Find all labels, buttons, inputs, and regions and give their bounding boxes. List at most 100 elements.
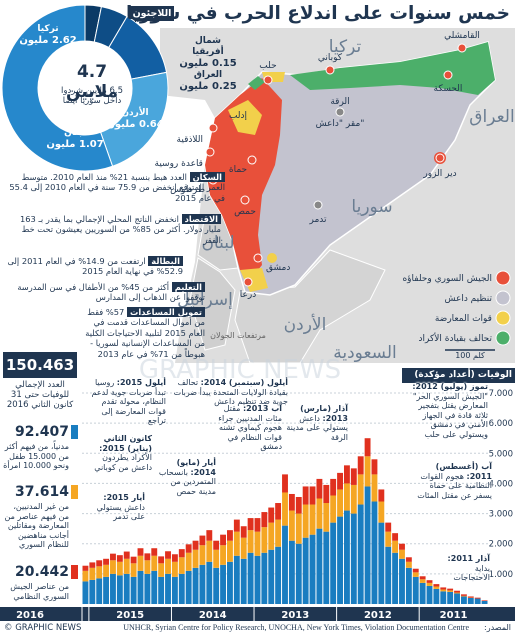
bar-segment	[254, 531, 261, 556]
scale-label: 100 كلم	[455, 351, 485, 360]
annotation-date: آب 2013:	[242, 404, 282, 413]
bar-segment	[316, 478, 323, 499]
bar-segment	[151, 548, 158, 556]
bar-segment	[350, 513, 357, 604]
bar-segment	[233, 555, 240, 604]
bar-segment	[364, 438, 371, 457]
map-label: لبنان	[201, 233, 234, 253]
bar-segment	[213, 567, 220, 604]
annotation: أيار 2015: داعش يستولي على تدمر	[95, 493, 145, 522]
bar-segment	[357, 456, 364, 475]
bar-segment	[433, 584, 440, 587]
bar-segment	[371, 474, 378, 502]
bar-segment	[247, 552, 254, 604]
annotation-date: آذار (مارس) 2013:	[300, 404, 348, 423]
bar-segment	[440, 591, 447, 604]
bar-segment	[302, 537, 309, 604]
legend-label: تحالف بقيادة الأكراد	[419, 332, 493, 344]
bar-segment	[268, 507, 275, 523]
donut-value: 0.15 مليون	[179, 58, 237, 69]
bar-segment	[405, 567, 412, 604]
annotation-date: كانون الثاني (يناير) 2015:	[99, 434, 152, 453]
bar-segment	[350, 484, 357, 514]
bar-segment	[165, 551, 171, 559]
fact-text: 57% فقط من أموال المساعدات قدمت في العام…	[85, 307, 205, 359]
bar-segment	[199, 535, 206, 546]
legend-swatch	[71, 565, 78, 579]
y-tick-label: 2.000	[489, 540, 513, 550]
bar-segment	[206, 561, 213, 604]
donut-slice	[1, 4, 114, 172]
map-label: إدلب	[229, 111, 247, 121]
bar-segment	[282, 525, 288, 604]
fact-heading: تمويل المساعدات	[126, 307, 205, 317]
bar-segment	[350, 468, 357, 485]
map-label: دمشق	[266, 263, 290, 273]
bar-segment	[378, 489, 385, 502]
annotation-text: بداية الاحتجاجات	[453, 563, 490, 583]
annotation-text: الأكراد يطردون داعش من كوباني	[94, 453, 152, 472]
bar-segment	[96, 566, 103, 579]
bar-segment	[337, 489, 343, 517]
bar-segment	[130, 556, 137, 564]
donut-category: شمال أفريقيا	[192, 36, 224, 57]
bar-segment	[240, 558, 247, 604]
y-tick-label: 3.000	[489, 510, 513, 520]
jordan	[234, 249, 386, 364]
bar-segment	[158, 556, 165, 564]
bar-segment	[240, 537, 247, 559]
bar-segment	[206, 540, 213, 562]
bar-segment	[357, 474, 364, 505]
chart-title: الوفيات (أعداد مؤكدة)	[414, 370, 512, 380]
bar-segment	[192, 567, 199, 604]
bar-segment	[364, 486, 371, 604]
bar-segment	[405, 561, 412, 568]
annotation-date: أيار 2015:	[103, 493, 145, 502]
annotation-date: أيلول 2015:	[116, 378, 166, 387]
bar-segment	[151, 570, 158, 604]
map-label: قاعدة روسية	[155, 159, 204, 169]
y-tick-label: 1.000	[489, 570, 513, 580]
bar-segment	[330, 522, 337, 604]
bar-segment	[220, 564, 227, 604]
map-label: درعا	[240, 290, 256, 300]
bar-segment	[110, 560, 116, 574]
annotation-text: بانسحاب المتمردين من مدينة حمص	[158, 467, 216, 496]
map-label: القامشلي	[444, 31, 480, 41]
bar-segment	[103, 564, 110, 577]
bar-segment	[137, 548, 144, 556]
map-label: السعودية	[333, 343, 396, 363]
bar-segment	[116, 561, 123, 576]
donut-category: لبنان	[64, 128, 86, 138]
bar-segment	[185, 552, 192, 571]
bar-segment	[89, 567, 96, 580]
legend-text: من عناصر الجيش السوري النظامي	[10, 582, 69, 601]
bar-segment	[447, 591, 454, 604]
bar-segment	[426, 585, 433, 604]
bar-segment	[165, 558, 171, 574]
bar-segment	[481, 600, 488, 604]
bar-segment	[426, 580, 433, 583]
sea	[160, 95, 215, 363]
bar-segment	[144, 573, 151, 604]
bar-segment	[302, 486, 309, 505]
bar-segment	[378, 522, 385, 604]
bar-segment	[454, 592, 460, 594]
fact-text: ارتفعت من 14.9% في العام 2011 إلى 52.9% …	[7, 256, 183, 277]
bar-segment	[316, 528, 323, 604]
donut-label: لبنان 1.07 مليون	[45, 128, 105, 150]
bar-segment	[412, 568, 419, 573]
bar-segment	[343, 465, 350, 484]
legend-swatch	[71, 485, 78, 499]
donut-label: تركيا 2.62 مليون	[18, 24, 78, 46]
donut-category: تركيا	[37, 24, 59, 34]
legend-label: تنظيم داعش	[444, 294, 492, 304]
map-region	[267, 253, 277, 263]
annotation-text: هجوم القوات النظامية على حماة يسفر عن مق…	[417, 471, 492, 500]
annotation: تموز (يوليو) 2012: "الجيش السوري الحر" ا…	[410, 382, 488, 440]
bar-segment	[295, 496, 302, 514]
legend-label: الجيش السوري وحلفاؤه	[402, 274, 492, 284]
fact: تمويل المساعدات 57% فقط من أموال المساعد…	[80, 307, 205, 359]
bar-segment	[116, 555, 123, 562]
annotation: آذار (مارس) 2013: داعش يستولي على مدينة …	[284, 404, 348, 442]
